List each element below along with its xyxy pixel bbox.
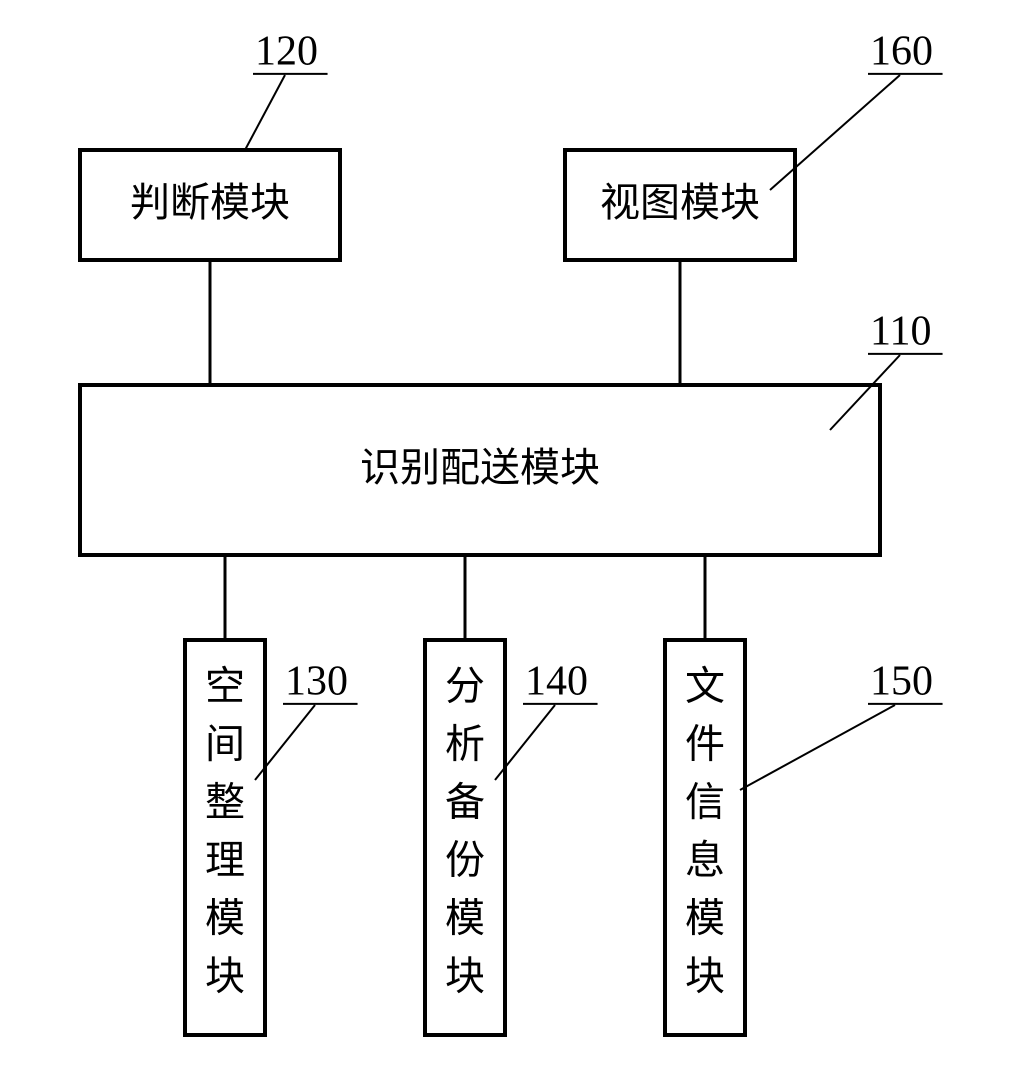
ref-number-140: 140 <box>525 659 588 705</box>
ref-number-150: 150 <box>870 659 933 705</box>
node-label-n160: 视图模块 <box>600 180 760 225</box>
ref-number-120: 120 <box>255 29 318 75</box>
ref-number-130: 130 <box>285 659 348 705</box>
node-label-n120: 判断模块 <box>130 180 290 225</box>
ref-number-160: 160 <box>870 29 933 75</box>
ref-number-110: 110 <box>870 309 931 355</box>
node-label-n110: 识别配送模块 <box>360 445 600 490</box>
